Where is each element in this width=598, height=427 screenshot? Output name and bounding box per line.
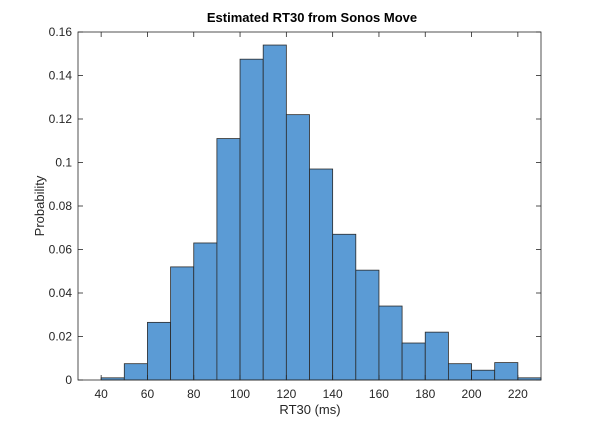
y-tick-label: 0.08 <box>49 199 73 213</box>
histogram-bar <box>494 362 519 381</box>
x-tick-label: 220 <box>508 387 528 401</box>
chart-title: Estimated RT30 from Sonos Move <box>207 10 417 25</box>
histogram-bar <box>193 242 218 381</box>
x-tick-label: 200 <box>462 387 482 401</box>
y-tick-label: 0.06 <box>49 243 73 257</box>
histogram-bar <box>216 138 241 381</box>
y-tick-label: 0.12 <box>49 112 73 126</box>
histogram-bars <box>100 44 542 381</box>
x-tick-label: 160 <box>369 387 389 401</box>
histogram-bar <box>239 58 264 381</box>
x-tick-label: 100 <box>230 387 250 401</box>
histogram-bar <box>309 168 334 381</box>
x-tick-label: 120 <box>276 387 296 401</box>
histogram-bar <box>471 369 496 381</box>
histogram-bar <box>401 342 426 381</box>
y-tick-label: 0.04 <box>49 286 73 300</box>
histogram-bar <box>262 44 287 381</box>
x-tick-label: 140 <box>323 387 343 401</box>
histogram-bar <box>170 266 195 381</box>
y-tick-label: 0.02 <box>49 330 73 344</box>
histogram-bar <box>123 363 148 381</box>
histogram-bar <box>147 321 171 381</box>
y-axis-ticks: 0 0.02 0.04 0.06 0.08 0.1 0.12 0.14 0.16 <box>49 25 541 387</box>
histogram-bar <box>378 305 403 381</box>
histogram-bar <box>285 114 310 381</box>
y-tick-label: 0.14 <box>49 69 73 83</box>
histogram-bar <box>447 363 472 381</box>
x-tick-label: 60 <box>141 387 155 401</box>
y-tick-label: 0.1 <box>55 156 72 170</box>
x-axis-ticks: 40 60 80 100 120 140 160 180 200 220 <box>94 32 528 401</box>
histogram-bar <box>355 269 380 381</box>
histogram-bar <box>332 233 357 381</box>
x-tick-label: 180 <box>415 387 435 401</box>
y-tick-label: 0.16 <box>49 25 73 39</box>
x-axis-label: RT30 (ms) <box>279 402 340 417</box>
x-tick-label: 40 <box>94 387 108 401</box>
y-tick-label: 0 <box>65 373 72 387</box>
x-tick-label: 80 <box>187 387 201 401</box>
histogram-bar <box>424 331 449 381</box>
y-axis-label: Probability <box>32 175 47 236</box>
